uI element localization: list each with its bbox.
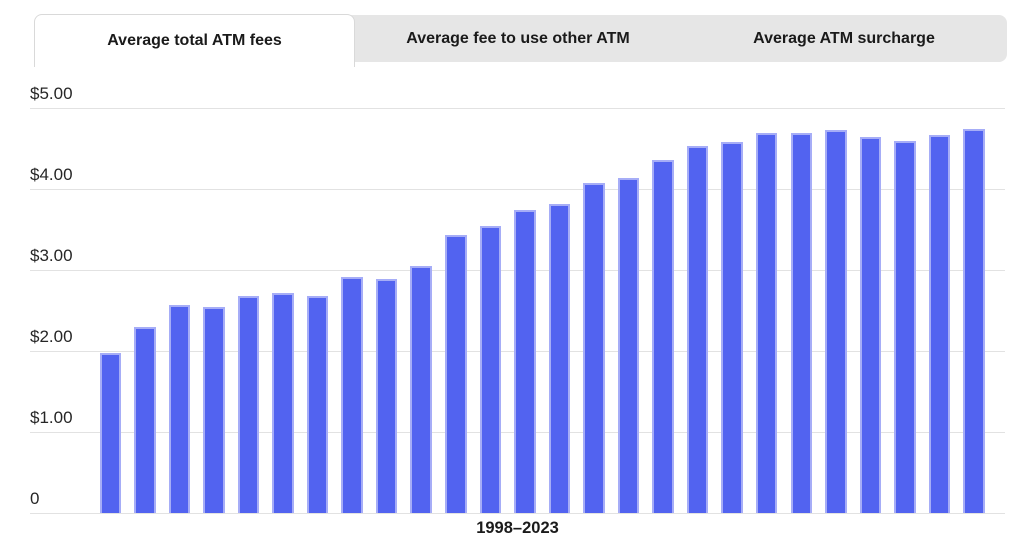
bar-2006: [375, 278, 398, 513]
bar-1999: [134, 327, 156, 513]
bar-2015: [686, 146, 709, 513]
bar-2010: [514, 209, 536, 513]
gridline-0: [30, 513, 1005, 514]
tab-average-atm-surcharge[interactable]: Average ATM surcharge: [753, 29, 935, 47]
bar-2007: [410, 265, 432, 513]
bar-2003: [272, 293, 294, 513]
y-tick-label: $2.00: [30, 326, 73, 346]
bar-2002: [237, 296, 260, 513]
tab-average-fee-other-atm[interactable]: Average fee to use other ATM: [406, 29, 630, 47]
y-tick-label: $5.00: [30, 83, 73, 103]
bar-2019: [825, 130, 847, 513]
y-tick-label: $4.00: [30, 164, 73, 184]
bar-2014: [652, 160, 674, 513]
gridline-4.00: [30, 188, 1005, 190]
y-tick-label: $1.00: [30, 407, 73, 427]
bar-2000: [168, 305, 191, 513]
x-axis-label: 1998–2023: [476, 519, 559, 537]
bar-2013: [617, 178, 640, 513]
y-tick-label: 0: [30, 489, 40, 508]
gridline-5.00: [30, 107, 1005, 109]
bar-2001: [203, 307, 225, 513]
bar-2020: [859, 136, 882, 513]
bar-1998: [99, 353, 121, 513]
bar-2023: [963, 129, 985, 513]
bar-2021: [894, 140, 916, 513]
tab-average-total-atm-fees[interactable]: Average total ATM fees: [34, 14, 355, 67]
bar-2008: [445, 234, 467, 513]
bar-2004: [306, 296, 329, 513]
bar-2005: [341, 277, 363, 513]
bar-2022: [928, 135, 951, 513]
bar-2012: [583, 182, 605, 513]
bar-2018: [790, 133, 812, 513]
bar-2009: [479, 225, 502, 513]
bar-2017: [755, 132, 778, 513]
y-tick-label: $3.00: [30, 245, 73, 265]
bar-2011: [548, 204, 571, 513]
bar-2016: [721, 142, 743, 513]
